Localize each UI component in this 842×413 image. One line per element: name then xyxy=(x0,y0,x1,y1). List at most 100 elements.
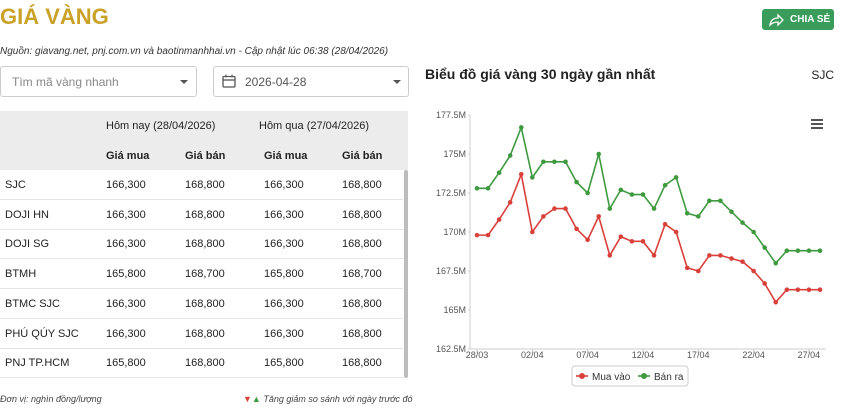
data-point xyxy=(806,248,812,254)
y-tick-label: 162.5M xyxy=(436,344,466,354)
page-title: GIÁ VÀNG xyxy=(0,4,109,29)
legend-label: Bán ra xyxy=(654,372,684,383)
data-point xyxy=(618,187,624,193)
chart-title: Biểu đồ giá vàng 30 ngày gần nhất xyxy=(425,66,656,82)
data-point xyxy=(574,226,579,232)
x-tick-label: 17/04 xyxy=(687,350,710,360)
data-point xyxy=(673,229,679,235)
share-label: CHIA SẺ xyxy=(790,14,831,25)
legend-marker xyxy=(579,373,585,379)
column-header: Giá bán xyxy=(185,150,226,162)
price-cell: 168,800 xyxy=(342,297,382,310)
data-point xyxy=(718,253,723,258)
data-point xyxy=(740,259,745,264)
calendar-icon xyxy=(222,74,236,88)
data-point xyxy=(563,206,568,211)
price-cell: 168,800 xyxy=(342,327,382,340)
gold-name: PHÚ QÚY SJC xyxy=(5,327,79,340)
data-point xyxy=(718,198,723,204)
date-input[interactable]: 2026-04-28 xyxy=(213,66,409,97)
data-point xyxy=(530,229,535,235)
search-input[interactable]: Tìm mã vàng nhanh xyxy=(0,66,197,97)
data-point xyxy=(507,153,513,158)
data-point xyxy=(585,237,590,243)
gold-name: BTMH xyxy=(5,268,37,281)
price-cell: 166,300 xyxy=(264,179,304,191)
y-tick-label: 170M xyxy=(443,227,466,237)
data-point xyxy=(695,214,701,219)
data-point xyxy=(496,217,502,222)
data-point xyxy=(629,192,635,197)
share-button[interactable]: CHIA SẺ xyxy=(762,9,834,30)
data-point xyxy=(751,229,756,235)
data-point xyxy=(773,299,779,305)
table-header xyxy=(0,111,408,170)
data-point xyxy=(496,170,502,176)
gold-name: DOJI SG xyxy=(5,238,50,251)
chart-subtitle: SJC xyxy=(811,68,834,82)
chevron xyxy=(180,80,188,84)
price-cell: 168,700 xyxy=(342,268,382,281)
data-point xyxy=(541,214,546,219)
data-point xyxy=(507,200,513,205)
group-header: Hôm qua (27/04/2026) xyxy=(259,120,370,132)
data-point xyxy=(762,245,767,250)
data-point xyxy=(541,159,546,165)
data-point xyxy=(607,206,613,211)
price-cell: 166,300 xyxy=(106,297,146,310)
data-point xyxy=(729,256,734,261)
data-point xyxy=(817,248,823,254)
price-cell: 165,800 xyxy=(106,268,146,281)
price-cell: 168,800 xyxy=(185,179,225,191)
data-point xyxy=(684,265,690,271)
price-cell: 166,300 xyxy=(106,208,146,221)
price-cell: 168,800 xyxy=(185,327,225,340)
price-cell: 168,800 xyxy=(342,208,382,221)
x-tick-label: 07/04 xyxy=(576,350,599,360)
menu-icon[interactable] xyxy=(811,119,823,129)
data-point xyxy=(773,260,779,266)
row-divider xyxy=(0,199,403,200)
scrollbar xyxy=(404,170,408,378)
price-cell: 166,300 xyxy=(264,208,304,221)
column-header: Giá bán xyxy=(342,150,383,162)
price-cell: 166,300 xyxy=(264,238,304,251)
data-point xyxy=(795,248,801,254)
x-tick-label: 28/03 xyxy=(466,350,489,360)
price-cell: 166,300 xyxy=(264,327,304,340)
x-tick-label: 27/04 xyxy=(798,350,821,360)
data-point xyxy=(762,281,767,286)
price-cell: 166,300 xyxy=(106,179,146,191)
data-point xyxy=(607,253,613,258)
gold-name: SJC xyxy=(5,179,26,191)
data-point xyxy=(662,221,668,227)
row-divider xyxy=(0,258,403,260)
change-text: Tăng giảm so sánh với ngày trước đó xyxy=(263,394,413,404)
data-point xyxy=(784,287,790,293)
data-point xyxy=(474,186,480,191)
group-header: Hôm nay (28/04/2026) xyxy=(106,120,216,132)
unit-note: Đơn vị: nghìn đồng/lượng xyxy=(0,394,102,404)
y-tick-label: 177.5M xyxy=(436,110,466,120)
data-point xyxy=(530,175,535,180)
data-point xyxy=(596,151,602,157)
column-header: Giá mua xyxy=(264,150,308,162)
data-point xyxy=(474,232,480,238)
row-divider xyxy=(0,288,403,290)
row-divider xyxy=(0,228,403,230)
data-point xyxy=(485,186,491,191)
data-point xyxy=(729,209,734,215)
data-point xyxy=(563,159,568,165)
price-cell: 168,800 xyxy=(342,238,382,251)
price-cell: 166,300 xyxy=(106,327,146,340)
data-point xyxy=(740,220,745,225)
gold-name: BTMC SJC xyxy=(5,297,60,310)
data-point xyxy=(618,234,624,239)
data-point xyxy=(817,287,823,293)
y-tick-label: 165M xyxy=(443,305,466,315)
share-icon xyxy=(769,13,784,27)
data-point xyxy=(795,287,801,293)
data-point xyxy=(806,287,812,293)
data-point xyxy=(518,171,524,177)
